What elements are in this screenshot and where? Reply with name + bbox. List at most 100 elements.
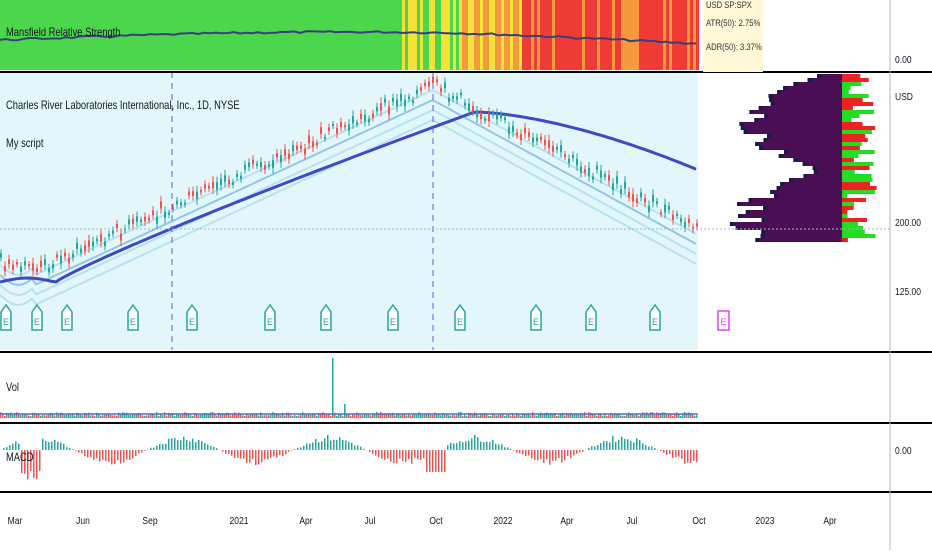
macd-bar [54, 440, 56, 450]
macd-bar [174, 438, 176, 450]
macd-bar [84, 450, 86, 456]
macd-bar [237, 450, 239, 458]
info-line-2: ATR(50): 2.75% [706, 18, 754, 29]
vprofile-delta [842, 142, 862, 146]
volume-title[interactable]: Vol [6, 380, 19, 394]
candle-body [72, 254, 74, 258]
volume-bar [30, 416, 32, 418]
symbol-title[interactable]: Charles River Laboratories International… [6, 98, 240, 112]
macd-bar [579, 450, 581, 453]
candle-body [200, 190, 202, 192]
candle-body [364, 115, 366, 122]
macd-bar [336, 440, 338, 450]
macd-bar [684, 450, 686, 464]
macd-bar [573, 450, 575, 455]
vprofile-row [741, 126, 842, 130]
volume-bar [430, 415, 432, 418]
vprofile-delta [842, 154, 858, 158]
volume-bar [290, 415, 292, 418]
macd-bar [453, 444, 455, 450]
vprofile-edge [784, 150, 788, 154]
macd-bar [291, 450, 293, 451]
vprofile-edge [777, 90, 781, 94]
vprofile-row [770, 190, 842, 194]
candle-body [176, 201, 178, 205]
macd-bar [171, 438, 173, 450]
rs-pane-title[interactable]: Mansfield Relative Strength [6, 25, 120, 39]
macd-bar [246, 450, 248, 463]
rs-band-cell [435, 0, 438, 70]
rs-band-cell [681, 0, 684, 70]
volume-bar [54, 416, 56, 418]
volume-bar [448, 415, 450, 418]
rs-band-cell [261, 0, 264, 70]
candle-body [0, 253, 2, 257]
macd-bar [282, 450, 284, 456]
volume-bar [94, 416, 96, 418]
earnings-marker-9: E [455, 305, 465, 330]
vprofile-row [784, 150, 842, 154]
date-label-apr-2: Apr [560, 516, 573, 527]
candle-body [80, 249, 82, 253]
candle-body [456, 96, 458, 99]
volume-bar [478, 416, 480, 418]
rs-band-cell [303, 0, 306, 70]
macd-bar [180, 440, 182, 450]
candle-body [480, 113, 482, 119]
rs-band-cell [195, 0, 198, 70]
vprofile-row [763, 138, 842, 142]
volume-bar [574, 415, 576, 418]
rs-band-cell [306, 0, 309, 70]
vprofile-delta [842, 98, 863, 102]
rs-band-cell [639, 0, 642, 70]
volume-bar [240, 414, 242, 418]
candle-body [220, 179, 222, 185]
volume-bar [636, 414, 638, 418]
date-label-2022: 2022 [494, 516, 513, 527]
vprofile-delta [842, 78, 869, 82]
candle-body [600, 171, 602, 178]
vprofile-delta [842, 218, 867, 222]
script-name[interactable]: My script [6, 136, 43, 150]
candle-body [120, 234, 122, 241]
candle-body [608, 175, 610, 181]
candle-body [292, 145, 294, 151]
volume-bar [608, 415, 610, 418]
macd-bar [576, 450, 578, 454]
earnings-letter: E [323, 317, 329, 327]
volume-bar [122, 412, 124, 418]
date-label-mar: Mar [8, 516, 23, 527]
rs-band-cell [690, 0, 693, 70]
volume-bar [200, 415, 202, 418]
rs-band-cell [459, 0, 462, 70]
macd-title[interactable]: MACD [6, 450, 34, 464]
rs-band-cell [282, 0, 285, 70]
vprofile-delta [842, 90, 849, 94]
earnings-letter: E [390, 317, 396, 327]
macd-bar [558, 450, 560, 458]
volume-bar [596, 416, 598, 418]
volume-bar [304, 414, 306, 418]
volume-bar [542, 414, 544, 418]
volume-bar [640, 414, 642, 418]
earnings-marker-2: E [32, 305, 42, 330]
vprofile-edge [767, 134, 771, 138]
volume-bar [370, 415, 372, 418]
macd-bar [483, 442, 485, 450]
vprofile-edge [762, 218, 766, 222]
macd-bar [285, 450, 287, 454]
candle-body [332, 124, 334, 126]
vprofile-row [746, 210, 842, 214]
candle-body [224, 175, 226, 182]
vprofile-row [793, 158, 842, 162]
volume-bar [450, 416, 452, 418]
macd-bar [669, 450, 671, 454]
macd-bar [150, 448, 152, 450]
volume-bar [28, 416, 30, 418]
rs-band-cell [675, 0, 678, 70]
rs-band-cell [327, 0, 330, 70]
candle-body [96, 239, 98, 242]
rs-band-cell [549, 0, 552, 70]
volume-bar [258, 416, 260, 418]
